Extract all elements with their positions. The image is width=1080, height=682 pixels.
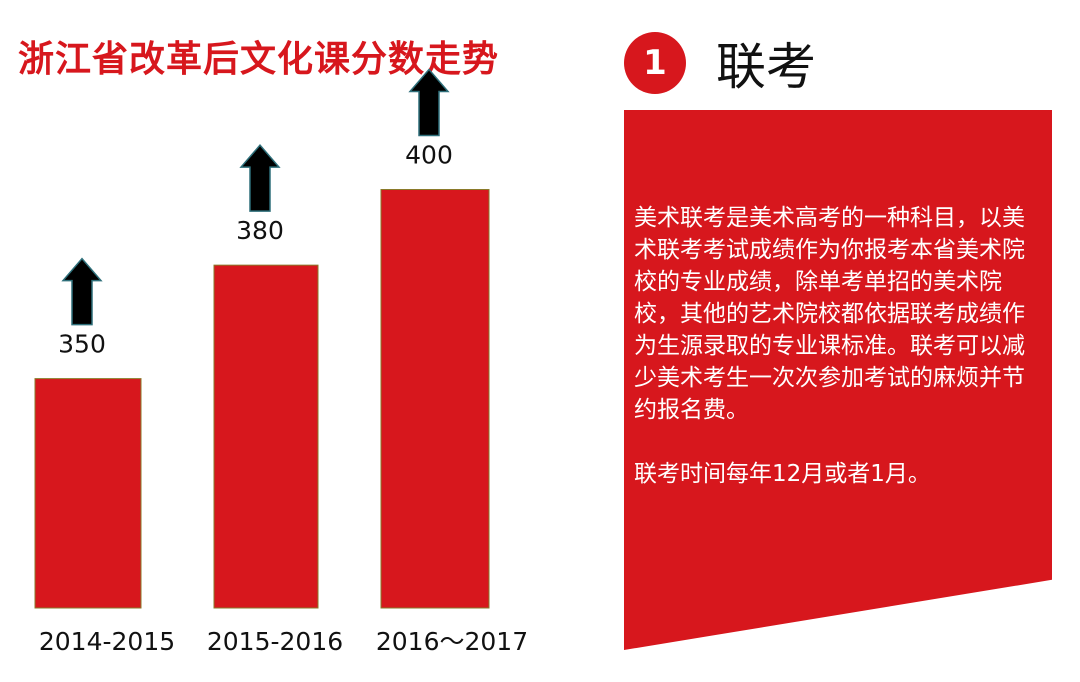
info-paragraph-schedule: 联考时间每年12月或者1月。 — [634, 461, 931, 487]
bar-1 — [34, 378, 142, 609]
section-number-badge: 1 — [624, 32, 686, 94]
bar-value-label-3: 400 — [405, 141, 453, 170]
info-paragraph-description: 美术联考是美术高考的一种科目，以美术联考考试成绩作为你报考本省美术院校的专业成绩… — [634, 205, 1025, 423]
bar-3 — [380, 189, 490, 609]
info-panel — [624, 110, 1052, 650]
x-tick-label-2: 2015-2016 — [207, 627, 343, 656]
bar-chart: 350 2014-2015 380 2015-2016 400 2016～2017 — [34, 68, 528, 656]
bar-value-label-2: 380 — [236, 216, 284, 245]
up-arrow-icon — [239, 143, 281, 212]
info-text: 美术联考是美术高考的一种科目，以美术联考考试成绩作为你报考本省美术院校的专业成绩… — [634, 202, 1044, 490]
x-tick-label-1: 2014-2015 — [39, 627, 175, 656]
bar-2 — [213, 264, 319, 609]
section-title: 联考 — [716, 38, 816, 96]
bar-value-label-1: 350 — [58, 330, 106, 359]
section-header: 1 联考 — [624, 28, 816, 98]
chart-title: 浙江省改革后文化课分数走势 — [18, 39, 500, 80]
up-arrow-icon — [61, 257, 103, 326]
up-arrow-icon — [408, 68, 450, 137]
x-tick-label-3: 2016～2017 — [376, 627, 528, 656]
